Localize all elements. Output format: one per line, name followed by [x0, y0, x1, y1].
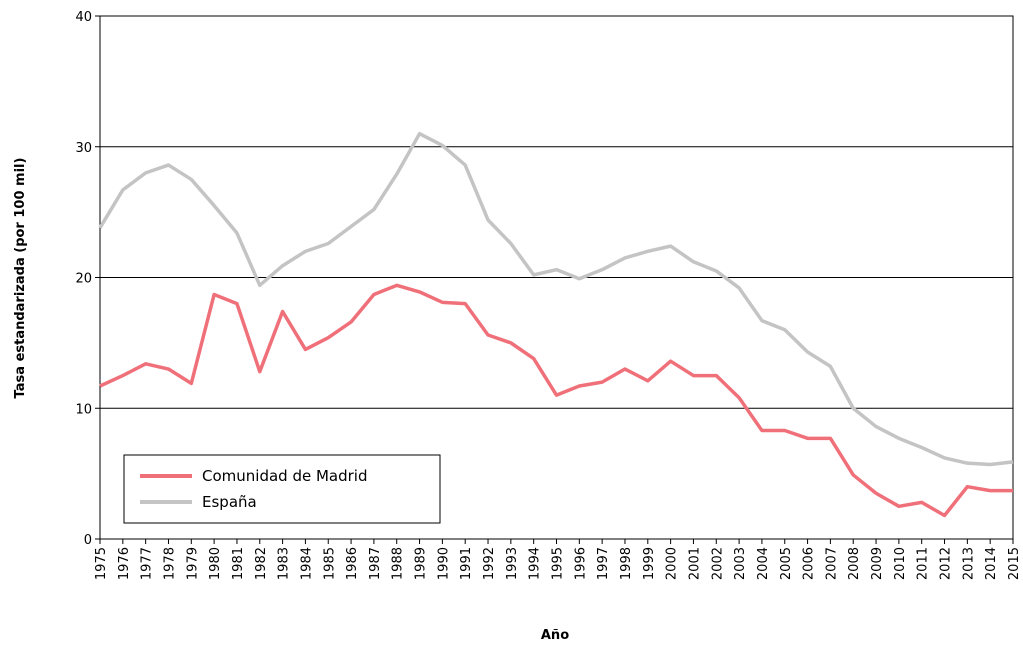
x-tick-label: 1985 [322, 547, 337, 580]
x-tick-label: 1990 [436, 547, 451, 580]
legend-label: Comunidad de Madrid [202, 467, 367, 485]
y-axis-label: Tasa estandarizada (por 100 mil) [13, 158, 28, 399]
x-tick-label: 1996 [573, 547, 588, 580]
y-tick-label: 30 [75, 141, 92, 156]
x-tick-label: 2010 [893, 547, 908, 580]
legend-box [123, 454, 441, 524]
x-tick-label: 1983 [277, 547, 292, 580]
x-tick-label: 1999 [642, 547, 657, 580]
x-tick-label: 1991 [459, 547, 474, 580]
x-tick-label: 2007 [824, 547, 839, 580]
x-tick-label: 2004 [756, 547, 771, 580]
y-tick-label: 10 [75, 402, 92, 417]
x-tick-label: 1995 [551, 547, 566, 580]
series-line [98, 131, 1014, 467]
x-tick-label: 2009 [870, 547, 885, 580]
x-tick-label: 1982 [254, 547, 269, 580]
x-tick-label: 1998 [619, 547, 634, 580]
x-tick-label: 2005 [779, 547, 794, 580]
x-tick-label: 1986 [345, 547, 360, 580]
x-tick-label: 2015 [1007, 547, 1022, 580]
x-tick-label: 1993 [505, 547, 520, 580]
x-tick-label: 2003 [733, 547, 748, 580]
x-tick-label: 1984 [299, 547, 314, 580]
x-tick-label: 1987 [368, 547, 383, 580]
x-tick-label: 1975 [94, 547, 109, 580]
x-tick-label: 1994 [528, 547, 543, 580]
x-tick-label: 1979 [185, 547, 200, 580]
x-tick-label: 1988 [391, 547, 406, 580]
x-tick-label: 2001 [687, 547, 702, 580]
x-tick-label: 2013 [961, 547, 976, 580]
x-tick-label: 2008 [847, 547, 862, 580]
legend-label: España [202, 493, 257, 511]
x-tick-label: 1977 [140, 547, 155, 580]
x-tick-label: 1980 [208, 547, 223, 580]
x-tick-label: 1978 [162, 547, 177, 580]
x-tick-label: 1981 [231, 547, 246, 580]
x-tick-label: 1976 [117, 547, 132, 580]
y-tick-label: 0 [84, 533, 92, 548]
x-tick-label: 2012 [939, 547, 954, 580]
x-tick-label: 2006 [802, 547, 817, 580]
x-tick-label: 2002 [710, 547, 725, 580]
y-tick-label: 40 [75, 10, 92, 25]
x-tick-label: 1992 [482, 547, 497, 580]
y-tick-label: 20 [75, 272, 92, 287]
x-tick-label: 2011 [916, 547, 931, 580]
series-line [99, 283, 1013, 518]
x-tick-label: 1997 [596, 547, 611, 580]
x-axis-label: Año [541, 628, 569, 643]
x-tick-label: 2000 [665, 547, 680, 580]
x-tick-label: 1989 [414, 547, 429, 580]
x-tick-label: 2014 [984, 547, 999, 580]
